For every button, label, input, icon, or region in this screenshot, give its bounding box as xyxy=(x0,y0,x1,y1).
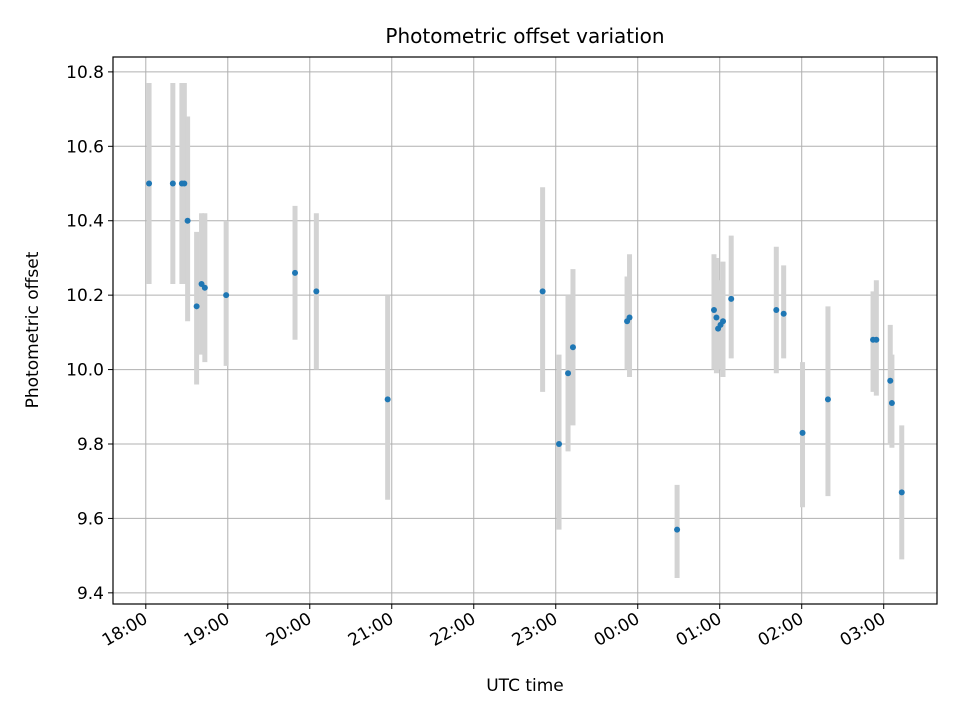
data-point xyxy=(184,217,191,224)
data-point xyxy=(626,314,633,321)
data-point xyxy=(799,429,806,436)
data-point xyxy=(720,318,727,325)
grid-layer xyxy=(113,57,937,604)
data-point xyxy=(569,344,576,351)
plot-frame xyxy=(112,56,938,605)
y-tick-label: 10.8 xyxy=(66,63,104,83)
y-tick-label: 9.6 xyxy=(77,509,104,529)
y-tick-label: 10.2 xyxy=(66,286,104,306)
data-point xyxy=(713,314,720,321)
x-tick-label: 03:00 xyxy=(837,609,889,651)
data-point xyxy=(824,396,831,403)
x-tick-label: 00:00 xyxy=(591,609,643,651)
data-point xyxy=(780,310,787,317)
y-axis-label: Photometric offset xyxy=(23,251,43,408)
data-point xyxy=(565,370,572,377)
x-tick-label: 18:00 xyxy=(99,609,151,651)
x-tick-label: 21:00 xyxy=(345,609,397,651)
data-point xyxy=(539,288,546,295)
data-point xyxy=(193,303,200,310)
x-tick-label: 20:00 xyxy=(263,609,315,651)
point-layer xyxy=(146,180,905,533)
data-point xyxy=(384,396,391,403)
data-point xyxy=(201,284,208,291)
chart-title: Photometric offset variation xyxy=(385,24,664,48)
x-tick-label: 02:00 xyxy=(755,609,807,651)
data-point xyxy=(146,180,153,187)
y-tick-label: 9.4 xyxy=(77,584,104,604)
y-tick-label: 10.0 xyxy=(66,361,104,381)
errorbar-layer xyxy=(146,83,905,578)
x-tick-label: 23:00 xyxy=(509,609,561,651)
x-tick-label: 19:00 xyxy=(181,609,233,651)
data-point xyxy=(710,307,717,314)
x-axis-label: UTC time xyxy=(486,676,564,696)
y-tick-label: 10.4 xyxy=(66,212,104,232)
data-point xyxy=(313,288,320,295)
data-point xyxy=(169,180,176,187)
data-point xyxy=(887,377,894,384)
data-point xyxy=(728,295,735,302)
y-tick-label: 10.6 xyxy=(66,137,104,157)
x-tick-label: 22:00 xyxy=(427,609,479,651)
data-point xyxy=(773,307,780,314)
data-point xyxy=(873,336,880,343)
data-point xyxy=(556,440,563,447)
x-tick-label: 01:00 xyxy=(673,609,725,651)
data-point xyxy=(292,269,299,276)
data-point xyxy=(888,400,895,407)
y-tick-label: 9.8 xyxy=(77,435,104,455)
data-point xyxy=(674,526,681,533)
data-point xyxy=(181,180,188,187)
data-point xyxy=(223,292,230,299)
data-point xyxy=(898,489,905,496)
